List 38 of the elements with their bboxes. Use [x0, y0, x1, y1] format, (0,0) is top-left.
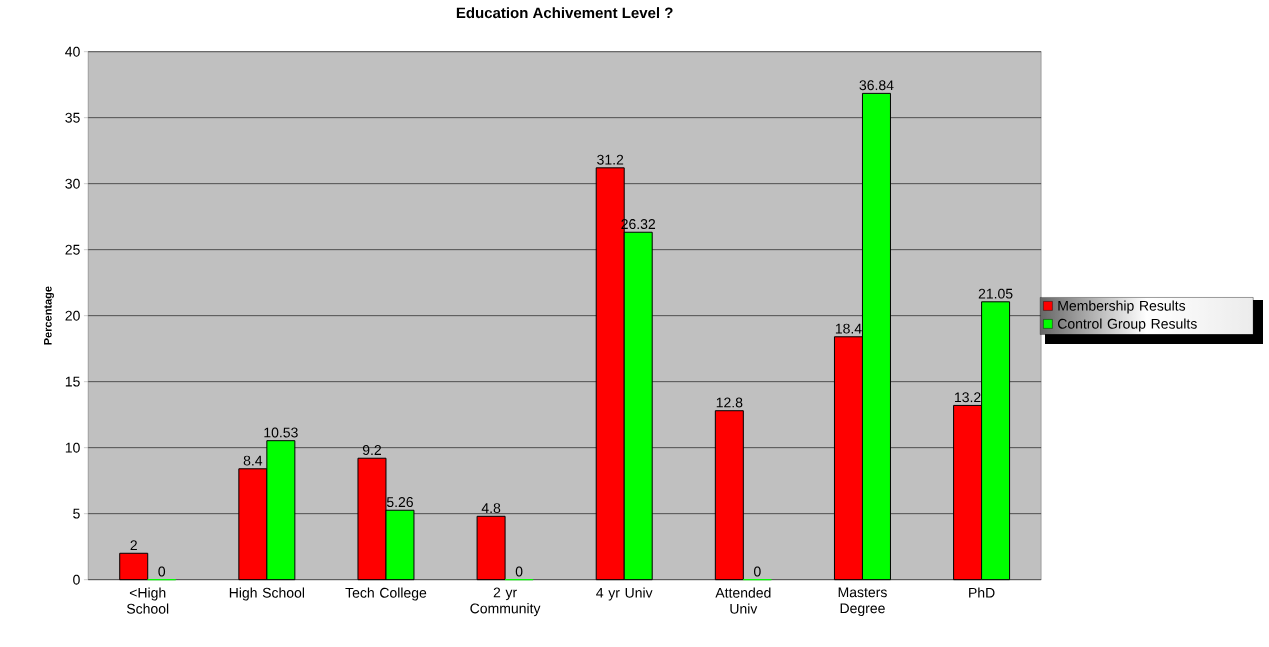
y-tick-label: 30: [65, 178, 80, 189]
x-tick-label: High School: [229, 587, 305, 601]
y-tick-label: 10: [65, 442, 80, 453]
data-label: 9.2: [362, 445, 381, 456]
data-label: 31.2: [597, 154, 624, 165]
y-tick-label: 5: [73, 508, 80, 519]
bar: [476, 515, 506, 581]
x-tick-label: 2 yr Community: [470, 587, 541, 617]
x-tick-label: <High School: [126, 587, 169, 614]
data-label: 4.8: [481, 503, 501, 514]
y-tick-label: 20: [65, 310, 80, 321]
data-label: 21.05: [978, 288, 1013, 299]
chart-title: Education Achivement Level ?: [456, 7, 673, 19]
legend-label: Control Group Results: [1057, 318, 1197, 332]
x-tick-label: Tech College: [345, 587, 427, 601]
y-tick-label: 40: [65, 46, 80, 57]
y-axis-title: Percentage: [44, 286, 54, 345]
data-label: 0: [158, 566, 166, 577]
data-label: 5.26: [386, 497, 413, 508]
data-label: 2: [130, 540, 137, 551]
data-label: 12.8: [716, 397, 743, 408]
y-tick-label: 15: [65, 376, 80, 387]
x-tick-label: Attended Univ: [715, 587, 771, 614]
data-label: 0: [753, 566, 761, 577]
data-label: 18.4: [835, 323, 862, 334]
x-tick-label: PhD: [969, 587, 995, 598]
data-label: 0: [515, 566, 523, 577]
data-label: 8.4: [243, 455, 263, 466]
x-tick-label: Masters Degree: [838, 587, 887, 616]
y-tick-label: 0: [73, 574, 80, 585]
y-tick-label: 25: [65, 244, 80, 255]
data-label: 10.53: [264, 427, 298, 438]
data-label: 36.84: [859, 80, 894, 91]
bar: [119, 552, 149, 581]
x-tick-label: 4 yr Univ: [596, 587, 653, 601]
legend-label: Membership Results: [1058, 300, 1186, 314]
data-label: 13.2: [955, 392, 981, 403]
y-tick-label: 35: [65, 112, 80, 123]
